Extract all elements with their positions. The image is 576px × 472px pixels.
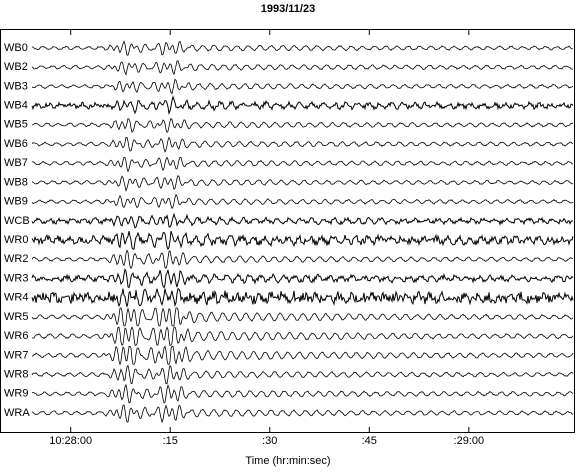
trace — [31, 78, 574, 95]
trace — [31, 60, 574, 76]
trace — [31, 136, 574, 153]
chart-title: 1993/11/23 — [261, 3, 315, 15]
trace — [31, 193, 574, 210]
station-label: WB0 — [4, 42, 28, 54]
station-label: WB3 — [4, 80, 28, 92]
x-tick-label: 10:28:00 — [49, 435, 92, 447]
station-label: WB2 — [4, 61, 28, 73]
station-label: WB8 — [4, 176, 28, 188]
trace — [31, 40, 573, 56]
station-label: WR4 — [4, 292, 28, 304]
trace — [31, 383, 574, 404]
x-tick-label: :45 — [362, 435, 377, 447]
x-axis-label: Time (hr:min:sec) — [245, 455, 330, 467]
station-label: WR7 — [4, 349, 28, 361]
station-label: WB5 — [4, 119, 28, 131]
station-label: WR3 — [4, 272, 28, 284]
plot-frame — [0, 29, 575, 433]
station-label: WR2 — [4, 253, 28, 265]
station-label: WB7 — [4, 157, 28, 169]
trace — [31, 307, 574, 327]
station-label: WB9 — [4, 196, 28, 208]
trace — [31, 404, 574, 424]
trace — [31, 156, 574, 173]
x-tick-label: :29:00 — [454, 435, 485, 447]
trace — [31, 345, 574, 366]
trace — [31, 230, 574, 251]
trace — [31, 268, 574, 289]
trace — [31, 175, 574, 192]
station-label: WRA — [4, 407, 30, 419]
trace — [31, 212, 574, 229]
x-tick-label: :15 — [163, 435, 178, 447]
trace — [31, 95, 574, 116]
station-label: WR5 — [4, 311, 28, 323]
station-label: WB6 — [4, 138, 28, 150]
trace — [31, 364, 574, 385]
trace — [31, 287, 574, 308]
station-label: WR6 — [4, 330, 28, 342]
station-label: WCB — [4, 215, 30, 227]
trace — [31, 249, 574, 270]
x-tick-label: :30 — [262, 435, 277, 447]
trace — [32, 117, 574, 134]
trace — [31, 326, 574, 346]
station-label: WB4 — [4, 100, 28, 112]
station-label: WR0 — [4, 234, 28, 246]
station-label: WR9 — [4, 388, 28, 400]
station-label: WR8 — [4, 368, 28, 380]
